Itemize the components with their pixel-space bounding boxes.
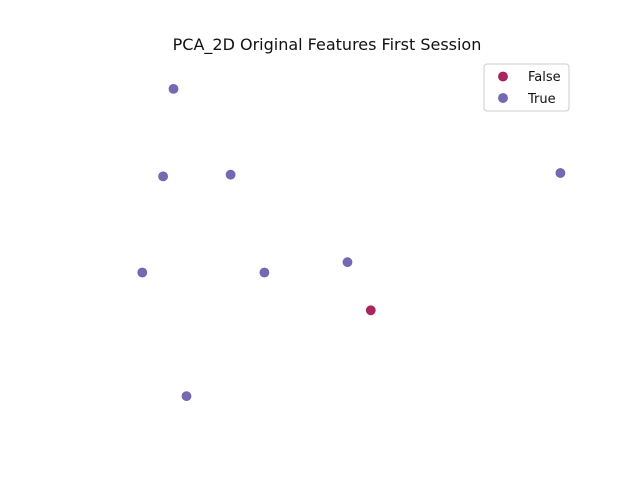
- points-layer: [137, 84, 566, 401]
- data-point-true-2: [225, 169, 236, 180]
- data-point-true-1: [158, 171, 168, 182]
- data-point-true-5: [342, 257, 353, 268]
- legend-label-false: False: [528, 70, 561, 85]
- legend-marker-false: [498, 71, 508, 82]
- data-point-true-6: [259, 267, 270, 278]
- legend: False True: [483, 63, 570, 112]
- legend-marker-true: [498, 93, 508, 103]
- chart-title: PCA_2D Original Features First Session: [173, 35, 482, 55]
- data-point-false-0: [365, 305, 376, 316]
- data-point-true-7: [181, 391, 192, 401]
- data-point-true-3: [555, 168, 566, 178]
- data-point-true-4: [137, 267, 148, 278]
- legend-label-true: True: [527, 92, 556, 107]
- data-point-true-0: [168, 84, 179, 94]
